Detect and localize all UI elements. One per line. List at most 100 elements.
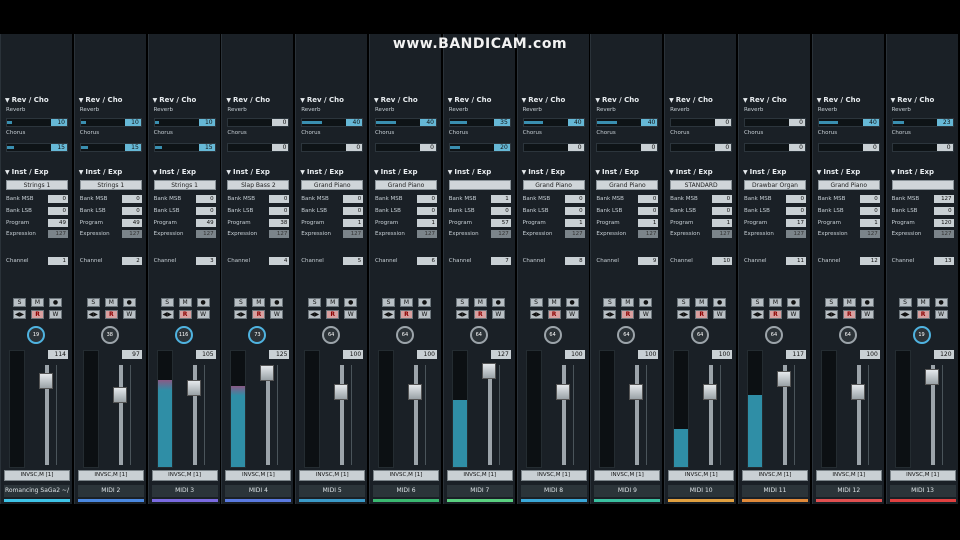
expression-value[interactable]: 127 (269, 230, 290, 238)
chorus-value[interactable]: 0 (272, 144, 289, 151)
chorus-slider[interactable]: 0 (596, 143, 659, 152)
output-routing-selector[interactable]: INVSC,M [1] (299, 470, 366, 481)
chorus-value[interactable]: 0 (715, 144, 732, 151)
bank-lsb-value[interactable]: 0 (638, 207, 659, 215)
bank-lsb-value[interactable]: 0 (564, 207, 585, 215)
expression-value[interactable]: 127 (490, 230, 511, 238)
pan-knob[interactable]: 64 (469, 326, 488, 344)
bank-lsb-value[interactable]: 0 (195, 207, 216, 215)
track-name[interactable]: MIDI 3 (151, 485, 218, 497)
collapse-triangle-icon[interactable]: ▼ (669, 169, 674, 176)
read-button[interactable]: R (768, 310, 782, 319)
collapse-triangle-icon[interactable]: ▼ (78, 97, 84, 104)
monitor-button[interactable]: ◀▶ (677, 310, 691, 319)
reverb-slider[interactable]: 0 (227, 118, 290, 127)
volume-fader-cap[interactable] (39, 373, 53, 390)
chorus-value[interactable]: 0 (567, 144, 584, 151)
expression-value[interactable]: 127 (785, 230, 806, 238)
program-value[interactable]: 57 (490, 219, 511, 227)
record-enable-button[interactable]: ● (196, 298, 210, 307)
record-enable-button[interactable]: ● (122, 298, 136, 307)
chorus-value[interactable]: 0 (862, 144, 879, 151)
collapse-triangle-icon[interactable]: ▼ (5, 169, 10, 176)
rev-cho-header[interactable]: ▼ Rev / Cho (374, 96, 418, 104)
pan-knob[interactable]: 64 (395, 326, 414, 344)
monitor-button[interactable]: ◀▶ (529, 310, 543, 319)
rev-cho-header[interactable]: ▼ Rev / Cho (595, 96, 639, 104)
chorus-slider[interactable]: 20 (448, 143, 511, 152)
volume-value[interactable]: 105 (195, 350, 216, 359)
chorus-slider[interactable]: 0 (817, 143, 880, 152)
bank-lsb-value[interactable]: 0 (343, 207, 364, 215)
collapse-triangle-icon[interactable]: ▼ (521, 169, 527, 176)
collapse-triangle-icon[interactable]: ▼ (816, 97, 822, 104)
inst-exp-header[interactable]: ▼ Inst / Exp (300, 168, 343, 176)
expression-value[interactable]: 127 (343, 230, 364, 238)
solo-button[interactable]: S (381, 298, 395, 307)
output-routing-selector[interactable]: INVSC,M [1] (668, 470, 735, 481)
read-button[interactable]: R (621, 310, 635, 319)
chorus-value[interactable]: 0 (419, 144, 436, 151)
bank-msb-value[interactable]: 0 (785, 195, 806, 203)
volume-value[interactable]: 97 (121, 350, 142, 359)
channel-value[interactable]: 7 (490, 257, 511, 265)
reverb-slider[interactable]: 23 (891, 118, 954, 127)
record-enable-button[interactable]: ● (713, 298, 727, 307)
bank-msb-value[interactable]: 0 (269, 195, 290, 203)
inst-exp-header[interactable]: ▼ Inst / Exp (374, 168, 417, 176)
program-value[interactable]: 49 (48, 219, 68, 227)
record-enable-button[interactable]: ● (49, 298, 62, 307)
collapse-triangle-icon[interactable]: ▼ (742, 97, 748, 104)
channel-value[interactable]: 2 (121, 257, 142, 265)
volume-value[interactable]: 120 (933, 350, 954, 359)
reverb-slider[interactable]: 10 (153, 118, 216, 127)
read-button[interactable]: R (473, 310, 487, 319)
solo-button[interactable]: S (898, 298, 912, 307)
channel-value[interactable]: 11 (785, 257, 806, 265)
output-routing-selector[interactable]: INVSC,M [1] (741, 470, 808, 481)
pan-knob[interactable]: 64 (322, 326, 341, 344)
track-name[interactable]: MIDI 12 (815, 485, 882, 497)
pan-knob[interactable]: 64 (543, 326, 562, 344)
volume-value[interactable]: 125 (269, 350, 290, 359)
solo-button[interactable]: S (13, 298, 26, 307)
reverb-slider[interactable]: 40 (817, 118, 880, 127)
expression-value[interactable]: 127 (933, 230, 954, 238)
read-button[interactable]: R (178, 310, 192, 319)
reverb-slider[interactable]: 0 (743, 118, 806, 127)
instrument-selector[interactable]: STANDARD (670, 180, 733, 190)
chorus-value[interactable]: 0 (346, 144, 363, 151)
chorus-slider[interactable]: 15 (153, 143, 216, 152)
write-button[interactable]: W (196, 310, 210, 319)
mute-button[interactable]: M (768, 298, 782, 307)
rev-cho-header[interactable]: ▼ Rev / Cho (153, 96, 197, 104)
instrument-selector[interactable]: Strings 1 (79, 180, 142, 190)
inst-exp-header[interactable]: ▼ Inst / Exp (448, 168, 491, 176)
monitor-button[interactable]: ◀▶ (603, 310, 617, 319)
track-name[interactable]: MIDI 11 (741, 485, 808, 497)
solo-button[interactable]: S (86, 298, 100, 307)
solo-button[interactable]: S (308, 298, 322, 307)
mute-button[interactable]: M (399, 298, 413, 307)
bank-msb-value[interactable]: 1 (490, 195, 511, 203)
bank-msb-value[interactable]: 0 (564, 195, 585, 203)
collapse-triangle-icon[interactable]: ▼ (669, 97, 674, 104)
inst-exp-header[interactable]: ▼ Inst / Exp (226, 168, 269, 176)
rev-cho-header[interactable]: ▼ Rev / Cho (79, 96, 123, 104)
record-enable-button[interactable]: ● (565, 298, 579, 307)
reverb-value[interactable]: 0 (788, 119, 805, 126)
volume-value[interactable]: 100 (638, 350, 659, 359)
reverb-slider[interactable]: 10 (79, 118, 142, 127)
inst-exp-header[interactable]: ▼ Inst / Exp (817, 168, 860, 176)
solo-button[interactable]: S (750, 298, 764, 307)
read-button[interactable]: R (695, 310, 709, 319)
bank-lsb-value[interactable]: 0 (490, 207, 511, 215)
rev-cho-header[interactable]: ▼ Rev / Cho (226, 96, 270, 104)
output-routing-selector[interactable]: INVSC,M [1] (77, 470, 144, 481)
chorus-value[interactable]: 0 (788, 144, 805, 151)
track-name[interactable]: MIDI 5 (299, 485, 366, 497)
program-value[interactable]: 1 (343, 219, 364, 227)
chorus-slider[interactable]: 15 (79, 143, 142, 152)
expression-value[interactable]: 127 (121, 230, 142, 238)
volume-fader-cap[interactable] (629, 384, 644, 401)
